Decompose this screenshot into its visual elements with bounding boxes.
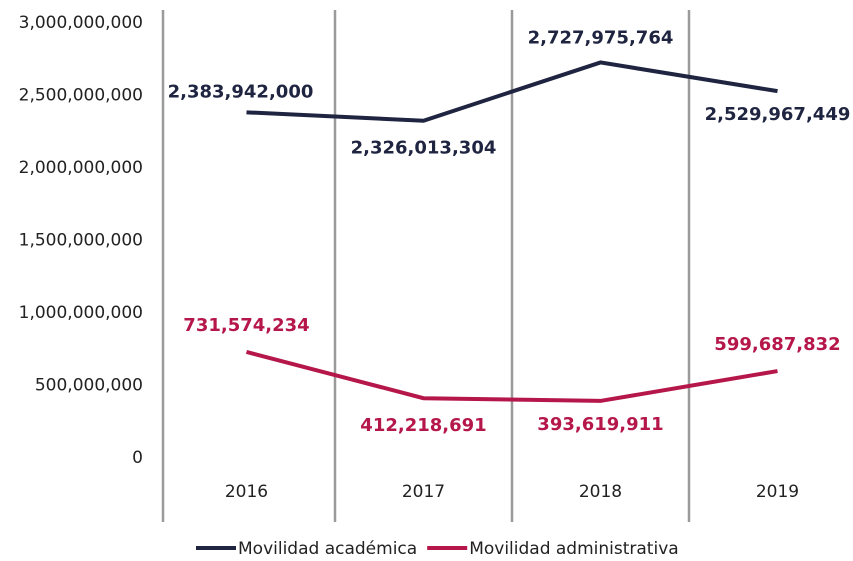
data-label: 731,574,234 [183, 315, 309, 336]
y-tick-label: 2,000,000,000 [19, 158, 143, 178]
series-line [245, 349, 778, 403]
x-tick-label: 2017 [402, 482, 445, 502]
y-tick-label: 0 [132, 448, 143, 468]
y-tick-label: 500,000,000 [35, 376, 143, 396]
series-line [246, 60, 778, 123]
data-label: 2,383,942,000 [168, 81, 314, 102]
y-tick-label: 1,000,000,000 [19, 303, 143, 323]
data-label: 393,619,911 [537, 414, 663, 435]
data-label: 2,326,013,304 [351, 138, 497, 159]
y-tick-label: 3,000,000,000 [19, 13, 143, 33]
data-label: 2,727,975,764 [528, 27, 674, 48]
x-tick-label: 2019 [756, 482, 799, 502]
data-label: 599,687,832 [714, 334, 840, 355]
legend-label: Movilidad administrativa [469, 539, 679, 559]
y-tick-label: 2,500,000,000 [19, 86, 143, 106]
x-tick-label: 2016 [225, 482, 268, 502]
data-label: 412,218,691 [360, 415, 486, 436]
data-label: 2,529,967,449 [705, 104, 851, 125]
x-tick-label: 2018 [579, 482, 622, 502]
y-tick-label: 1,500,000,000 [19, 231, 143, 251]
legend-label: Movilidad académica [238, 539, 417, 559]
